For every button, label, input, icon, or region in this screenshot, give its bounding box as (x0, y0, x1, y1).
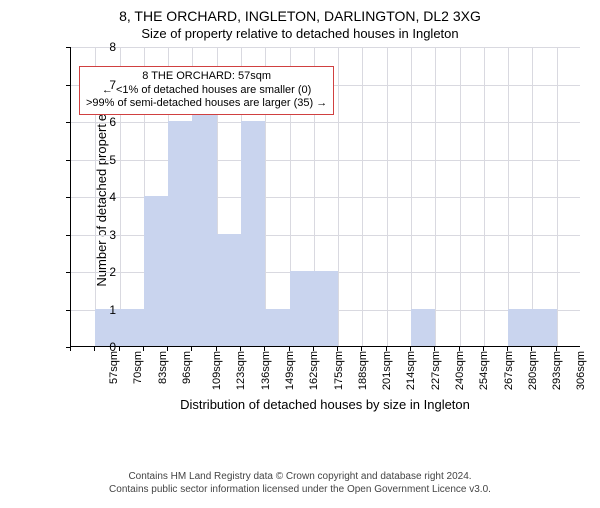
y-tick-label: 1 (96, 303, 116, 317)
grid-line-v (411, 47, 412, 346)
x-tick-label: 201sqm (381, 351, 393, 390)
chart-title-main: 8, THE ORCHARD, INGLETON, DARLINGTON, DL… (0, 8, 600, 24)
x-tick-label: 267sqm (503, 351, 515, 390)
y-tick-label: 3 (96, 228, 116, 242)
x-tick-label: 306sqm (576, 351, 588, 390)
x-tick-label: 109sqm (211, 351, 223, 390)
x-tick-label: 70sqm (132, 351, 144, 384)
annotation-line: >99% of semi-detached houses are larger … (86, 97, 327, 111)
x-tick-mark (507, 347, 508, 351)
y-tick-label: 6 (96, 115, 116, 129)
x-tick-mark (386, 347, 387, 351)
grid-line-h (71, 122, 580, 123)
x-tick-mark (434, 347, 435, 351)
x-tick-mark (556, 347, 557, 351)
y-tick-label: 7 (96, 78, 116, 92)
grid-line-v (508, 47, 509, 346)
x-tick-mark (361, 347, 362, 351)
x-tick-label: 123sqm (236, 351, 248, 390)
footer-line-2: Contains public sector information licen… (0, 483, 600, 496)
grid-line-v (557, 47, 558, 346)
x-tick-label: 280sqm (527, 351, 539, 390)
bar (168, 121, 192, 346)
grid-line-h (71, 160, 580, 161)
x-tick-mark (289, 347, 290, 351)
footer-attribution: Contains HM Land Registry data © Crown c… (0, 470, 600, 496)
grid-line-v (362, 47, 363, 346)
grid-line-v (387, 47, 388, 346)
x-tick-mark (483, 347, 484, 351)
annotation-line: ← <1% of detached houses are smaller (0) (86, 84, 327, 98)
bar (265, 309, 289, 347)
grid-line-v (338, 47, 339, 346)
bar (144, 196, 168, 346)
x-tick-mark (143, 347, 144, 351)
x-tick-label: 83sqm (157, 351, 169, 384)
bar (217, 234, 241, 347)
x-tick-mark (119, 347, 120, 351)
x-tick-mark (337, 347, 338, 351)
bar (508, 309, 532, 347)
y-tick-mark (66, 122, 70, 123)
bar (290, 271, 314, 346)
annotation-box: 8 THE ORCHARD: 57sqm← <1% of detached ho… (79, 66, 334, 115)
chart-container: Number of detached properties 8 THE ORCH… (30, 47, 590, 407)
grid-line-h (71, 47, 580, 48)
x-tick-label: 57sqm (108, 351, 120, 384)
x-tick-label: 293sqm (551, 351, 563, 390)
bar (532, 309, 556, 347)
y-tick-mark (66, 197, 70, 198)
bar (192, 84, 216, 347)
y-tick-mark (66, 235, 70, 236)
bar (120, 309, 144, 347)
x-tick-mark (240, 347, 241, 351)
x-tick-label: 214sqm (406, 351, 418, 390)
x-tick-label: 188sqm (357, 351, 369, 390)
y-tick-label: 5 (96, 153, 116, 167)
x-tick-label: 96sqm (181, 351, 193, 384)
grid-line-v (460, 47, 461, 346)
y-tick-mark (66, 310, 70, 311)
plot-area: 8 THE ORCHARD: 57sqm← <1% of detached ho… (70, 47, 580, 347)
x-tick-label: 162sqm (308, 351, 320, 390)
y-tick-mark (66, 160, 70, 161)
grid-line-v (484, 47, 485, 346)
y-tick-label: 8 (96, 40, 116, 54)
x-axis-label: Distribution of detached houses by size … (70, 397, 580, 412)
bar (241, 121, 265, 346)
x-tick-mark (94, 347, 95, 351)
x-tick-label: 240sqm (454, 351, 466, 390)
y-tick-mark (66, 272, 70, 273)
x-tick-mark (216, 347, 217, 351)
x-tick-label: 136sqm (260, 351, 272, 390)
y-tick-label: 4 (96, 190, 116, 204)
bar (314, 271, 338, 346)
bar (411, 309, 435, 347)
y-tick-label: 2 (96, 265, 116, 279)
footer-line-1: Contains HM Land Registry data © Crown c… (0, 470, 600, 483)
x-tick-mark (70, 347, 71, 351)
x-tick-label: 254sqm (478, 351, 490, 390)
grid-line-v (532, 47, 533, 346)
x-tick-label: 175sqm (333, 351, 345, 390)
x-tick-mark (191, 347, 192, 351)
grid-line-v (435, 47, 436, 346)
x-tick-mark (531, 347, 532, 351)
x-tick-mark (410, 347, 411, 351)
annotation-line: 8 THE ORCHARD: 57sqm (86, 70, 327, 84)
y-tick-mark (66, 85, 70, 86)
x-tick-mark (313, 347, 314, 351)
x-tick-label: 149sqm (284, 351, 296, 390)
x-tick-mark (459, 347, 460, 351)
x-tick-mark (167, 347, 168, 351)
chart-title-sub: Size of property relative to detached ho… (0, 26, 600, 41)
y-tick-mark (66, 47, 70, 48)
x-tick-mark (264, 347, 265, 351)
x-tick-label: 227sqm (430, 351, 442, 390)
